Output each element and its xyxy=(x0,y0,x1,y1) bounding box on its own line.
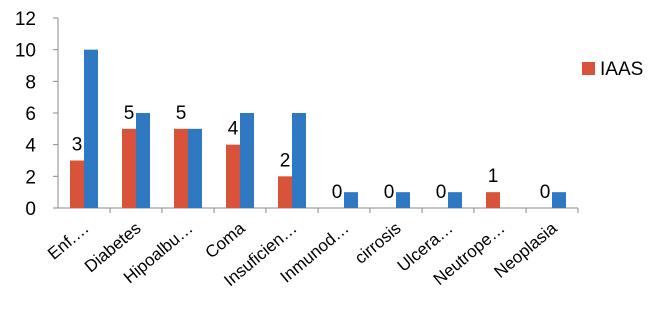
data-label: 0 xyxy=(332,182,343,203)
data-label: 3 xyxy=(72,135,83,156)
data-label: 5 xyxy=(176,103,187,124)
bars xyxy=(70,49,566,208)
bar-series-1 xyxy=(122,128,136,208)
y-tick-labels: 0 2 4 6 8 10 12 xyxy=(15,9,37,220)
data-label: 1 xyxy=(488,166,499,187)
y-tick-label: 4 xyxy=(25,136,36,157)
category-label: Coma xyxy=(202,218,249,262)
category-label: Enf.… xyxy=(44,219,92,264)
bar-series-2 xyxy=(188,128,202,208)
y-tick-label: 10 xyxy=(15,41,36,62)
bar-series-2 xyxy=(552,192,566,208)
data-labels: 3 5 5 4 2 0 0 0 1 0 xyxy=(72,103,551,203)
data-label: 0 xyxy=(436,182,447,203)
y-tick-label: 6 xyxy=(25,104,36,125)
bar-series-1 xyxy=(486,192,500,208)
legend: IAAS xyxy=(582,59,643,80)
legend-swatch-iaas xyxy=(582,62,595,75)
data-label: 2 xyxy=(280,150,291,171)
y-tick-label: 0 xyxy=(25,199,36,220)
bar-series-2 xyxy=(292,113,306,208)
y-tick-label: 12 xyxy=(15,9,36,30)
bar-series-2 xyxy=(448,192,462,208)
bar-series-1 xyxy=(278,176,292,208)
bar-series-2 xyxy=(396,192,410,208)
y-tick-label: 8 xyxy=(25,72,36,93)
data-label: 4 xyxy=(228,119,239,140)
y-tick-label: 2 xyxy=(25,167,36,188)
data-label: 0 xyxy=(540,182,551,203)
data-label: 0 xyxy=(384,182,395,203)
legend-label-iaas: IAAS xyxy=(600,59,643,80)
bar-series-2 xyxy=(344,192,358,208)
bar-series-2 xyxy=(84,49,98,208)
bar-series-1 xyxy=(70,160,84,208)
bar-series-2 xyxy=(240,113,254,208)
data-label: 5 xyxy=(124,103,135,124)
bar-series-1 xyxy=(174,128,188,208)
bar-series-1 xyxy=(226,144,240,208)
bar-series-2 xyxy=(136,113,150,208)
